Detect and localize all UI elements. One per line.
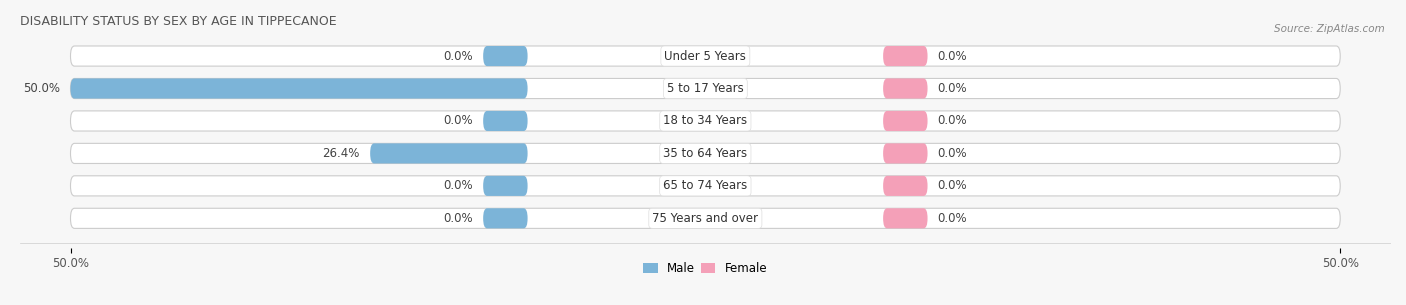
Text: Source: ZipAtlas.com: Source: ZipAtlas.com bbox=[1274, 24, 1385, 34]
Text: 0.0%: 0.0% bbox=[938, 82, 967, 95]
FancyBboxPatch shape bbox=[70, 46, 1340, 66]
FancyBboxPatch shape bbox=[484, 208, 527, 228]
FancyBboxPatch shape bbox=[484, 111, 527, 131]
FancyBboxPatch shape bbox=[883, 176, 928, 196]
Text: DISABILITY STATUS BY SEX BY AGE IN TIPPECANOE: DISABILITY STATUS BY SEX BY AGE IN TIPPE… bbox=[20, 15, 336, 28]
Text: 0.0%: 0.0% bbox=[443, 114, 472, 127]
Text: 0.0%: 0.0% bbox=[938, 147, 967, 160]
Text: 18 to 34 Years: 18 to 34 Years bbox=[664, 114, 748, 127]
FancyBboxPatch shape bbox=[70, 143, 1340, 163]
Text: 0.0%: 0.0% bbox=[938, 179, 967, 192]
FancyBboxPatch shape bbox=[883, 208, 928, 228]
Text: 35 to 64 Years: 35 to 64 Years bbox=[664, 147, 748, 160]
Text: Under 5 Years: Under 5 Years bbox=[665, 49, 747, 63]
Text: 0.0%: 0.0% bbox=[443, 179, 472, 192]
FancyBboxPatch shape bbox=[484, 46, 527, 66]
Text: 0.0%: 0.0% bbox=[938, 49, 967, 63]
FancyBboxPatch shape bbox=[70, 78, 1340, 99]
Text: 0.0%: 0.0% bbox=[938, 114, 967, 127]
FancyBboxPatch shape bbox=[883, 111, 928, 131]
FancyBboxPatch shape bbox=[484, 176, 527, 196]
FancyBboxPatch shape bbox=[883, 46, 928, 66]
Text: 0.0%: 0.0% bbox=[938, 212, 967, 225]
FancyBboxPatch shape bbox=[883, 78, 928, 99]
Text: 5 to 17 Years: 5 to 17 Years bbox=[666, 82, 744, 95]
Text: 0.0%: 0.0% bbox=[443, 212, 472, 225]
Text: 65 to 74 Years: 65 to 74 Years bbox=[664, 179, 748, 192]
Text: 50.0%: 50.0% bbox=[24, 82, 60, 95]
FancyBboxPatch shape bbox=[883, 143, 928, 163]
FancyBboxPatch shape bbox=[70, 78, 527, 99]
Text: 26.4%: 26.4% bbox=[322, 147, 360, 160]
Text: 0.0%: 0.0% bbox=[443, 49, 472, 63]
FancyBboxPatch shape bbox=[70, 176, 1340, 196]
Legend: Male, Female: Male, Female bbox=[638, 258, 772, 280]
FancyBboxPatch shape bbox=[370, 143, 527, 163]
FancyBboxPatch shape bbox=[70, 208, 1340, 228]
Text: 75 Years and over: 75 Years and over bbox=[652, 212, 758, 225]
FancyBboxPatch shape bbox=[70, 111, 1340, 131]
